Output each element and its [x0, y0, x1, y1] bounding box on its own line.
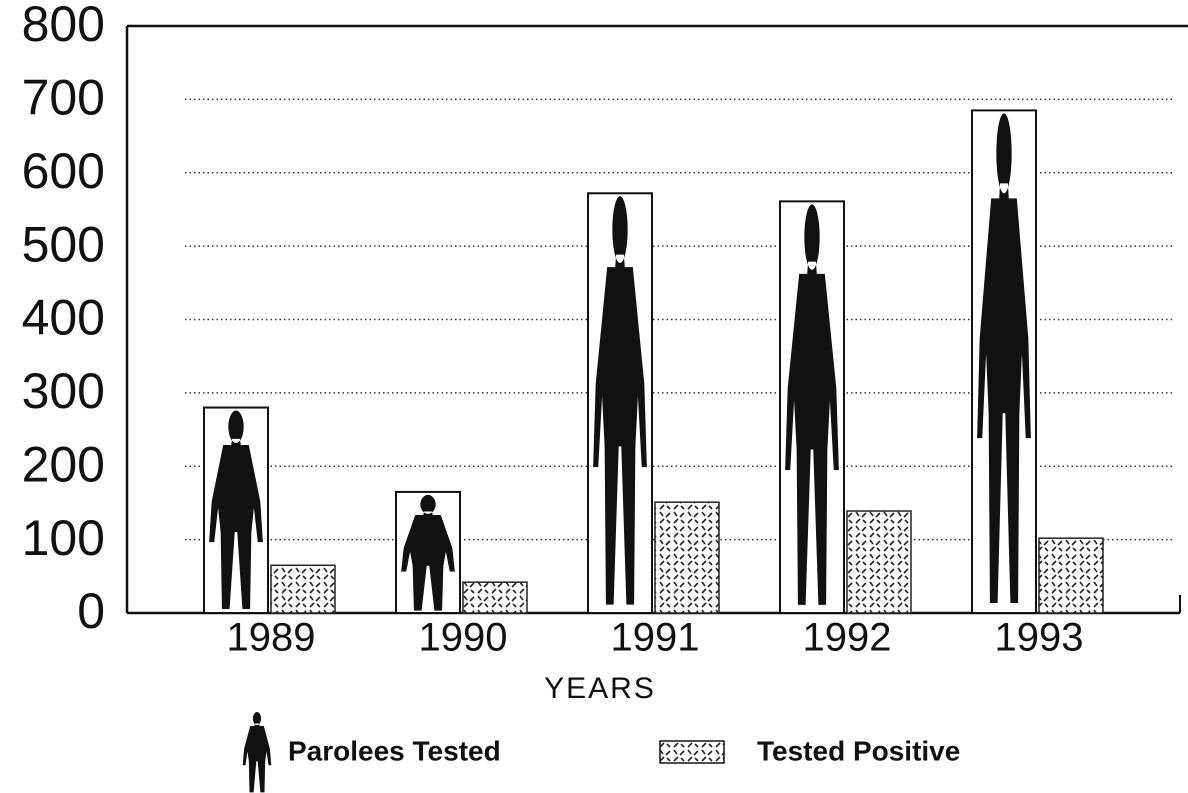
legend-icon — [243, 712, 272, 792]
y-tick-label: 200 — [22, 436, 105, 492]
legend: Parolees Tested Tested Positive — [243, 712, 961, 792]
y-tick-label: 400 — [22, 290, 105, 346]
x-axis-title: YEARS — [544, 672, 656, 705]
x-tick-label: 1989 — [227, 616, 316, 660]
y-tick-label: 700 — [22, 70, 105, 126]
bar — [463, 582, 527, 613]
bar — [1039, 538, 1103, 613]
y-tick-label: 500 — [22, 216, 105, 272]
y-tick-label: 300 — [22, 363, 105, 419]
x-tick-label: 1990 — [419, 616, 508, 660]
legend-label: Tested Positive — [757, 735, 960, 766]
x-tick-label: 1993 — [995, 616, 1084, 660]
page: {"chart_data": {"type": "bar", "x_label"… — [0, 0, 1188, 793]
y-tick-label: 600 — [22, 143, 105, 199]
bar — [655, 502, 719, 613]
legend-label: Parolees Tested — [288, 735, 501, 766]
x-tick-label: 1991 — [611, 616, 700, 660]
chart: YEARS Parolees Tested Tested Positive 0 1… — [0, 0, 1188, 793]
y-tick-label: 800 — [22, 0, 105, 52]
y-tick-label: 0 — [77, 583, 105, 639]
bar — [847, 511, 911, 613]
bar — [271, 565, 335, 613]
y-tick-label: 100 — [22, 510, 105, 566]
x-tick-label: 1992 — [803, 616, 892, 660]
legend-swatch — [660, 741, 724, 763]
